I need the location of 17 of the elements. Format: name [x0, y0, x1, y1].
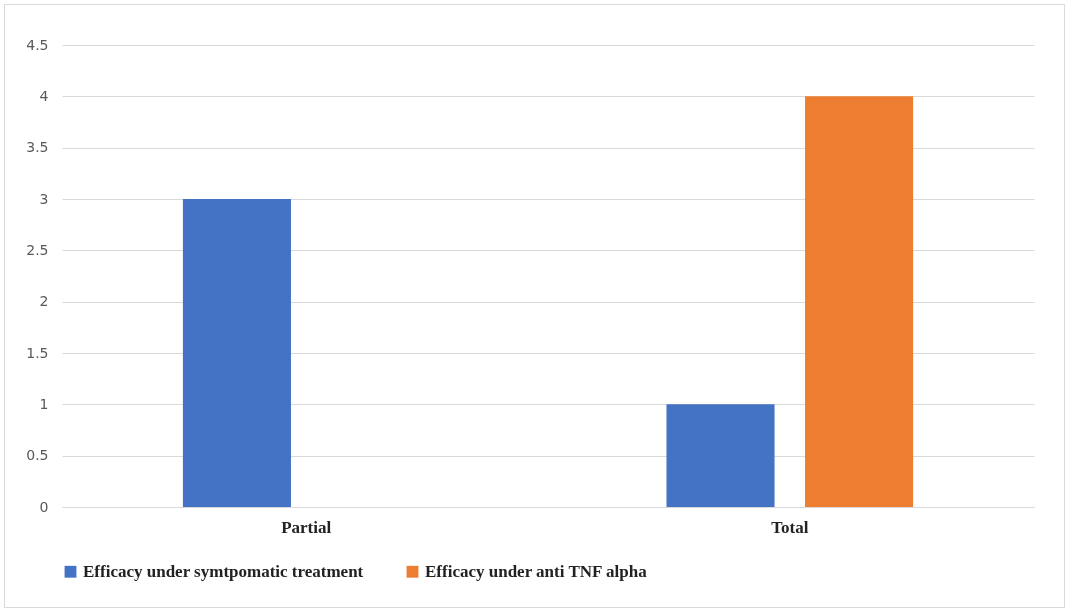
y-tick-label: 1.5: [26, 344, 49, 361]
y-tick-label: 4: [39, 87, 49, 104]
bar: [666, 404, 775, 507]
y-tick-label: 2.5: [26, 241, 49, 258]
legend-label: Efficacy under symtpomatic treatment: [83, 561, 364, 581]
y-tick-label: 3.5: [26, 139, 49, 156]
y-tick-label: 2: [39, 293, 49, 310]
legend-label: Efficacy under anti TNF alpha: [425, 561, 648, 581]
x-tick-label: Partial: [281, 517, 332, 537]
y-tick-label: 1: [39, 395, 49, 412]
y-tick-label: 4.5: [26, 36, 49, 53]
bar: [182, 199, 291, 507]
y-tick-label: 0: [39, 498, 49, 515]
bar: [805, 96, 914, 507]
x-tick-label: Total: [771, 517, 809, 537]
y-tick-label: 3: [39, 190, 49, 207]
y-tick-label: 0.5: [26, 447, 49, 464]
